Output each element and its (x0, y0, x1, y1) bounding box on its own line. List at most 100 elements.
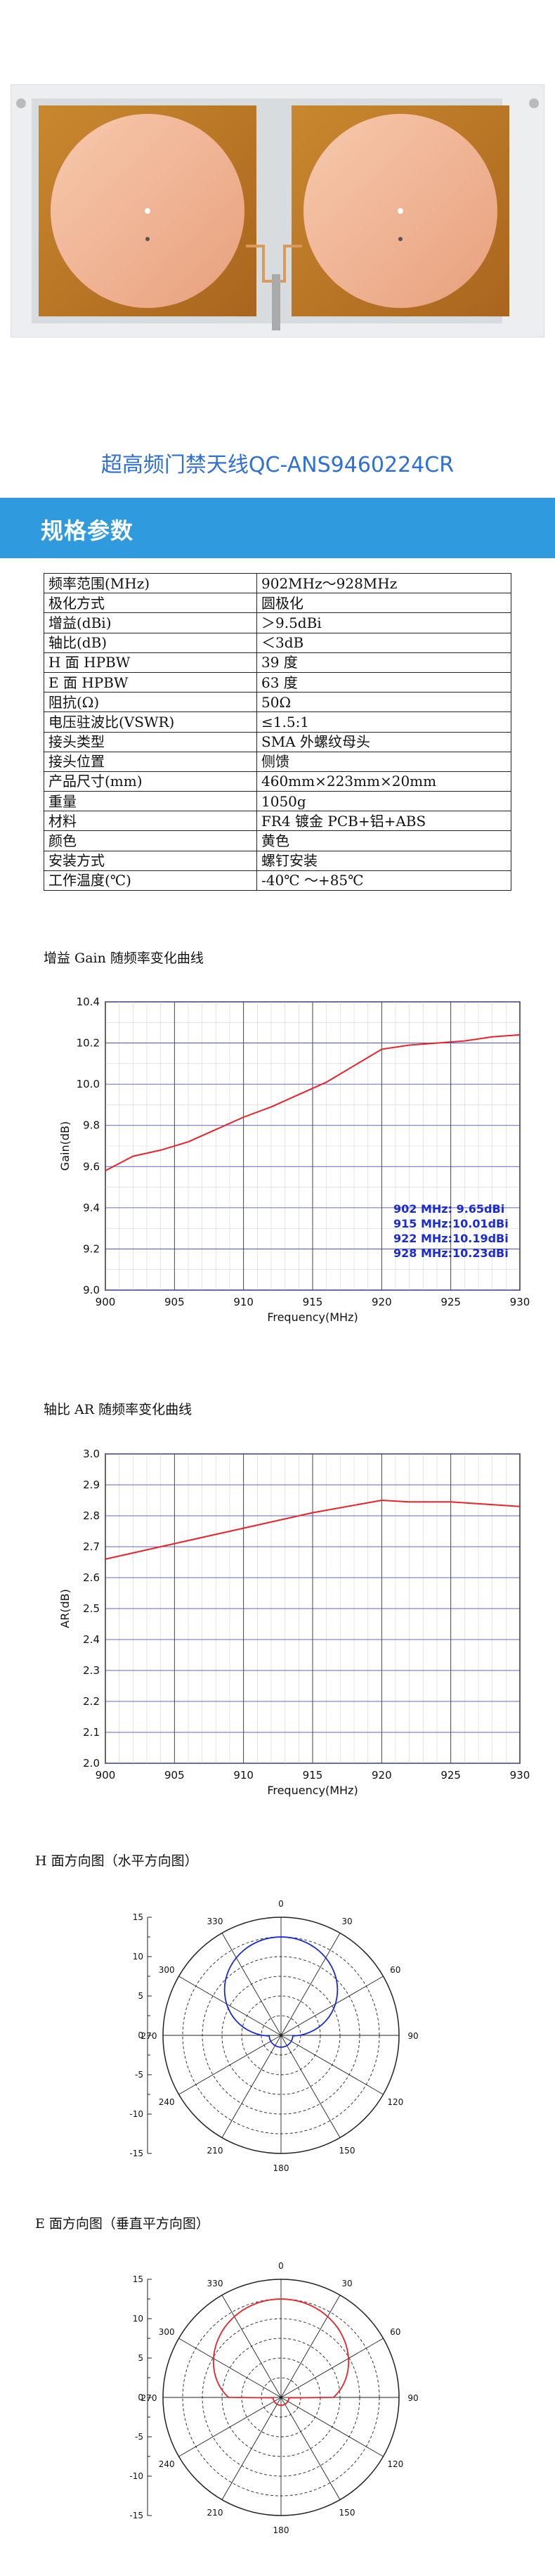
polar-spoke (178, 2338, 282, 2398)
spec-key: 工作温度(℃) (44, 870, 257, 891)
x-tick-label: 930 (510, 1296, 530, 1308)
angle-label: 300 (159, 2327, 175, 2337)
polar-spoke (280, 2035, 341, 2138)
gain-annotation: 928 MHz:10.23dBi (393, 1247, 509, 1260)
x-tick-label: 925 (440, 1769, 461, 1782)
y-tick-label: 2.0 (83, 1757, 100, 1770)
x-tick-label: 920 (372, 1769, 392, 1782)
polar-spoke (221, 1933, 282, 2036)
spec-row: 接头类型 SMA 外螺纹母头 (44, 731, 511, 752)
product-title: 超高频门禁天线QC-ANS9460224CR (100, 453, 455, 477)
angle-label: 240 (159, 2459, 175, 2469)
spec-value: 圆极化 (256, 593, 511, 614)
spec-key: 阻抗(Ω) (44, 692, 257, 713)
spec-value: 902MHz～928MHz (256, 572, 511, 594)
y-tick-label: 10.2 (77, 1037, 100, 1050)
ar-section-title: 轴比 AR 随频率变化曲线 (44, 1402, 192, 1417)
radial-tick-label: -15 (129, 2149, 143, 2158)
y-tick-label: 2.4 (83, 1633, 100, 1646)
h-plane-section-title: H 面方向图（水平方向图） (35, 1853, 198, 1869)
spec-table: 频率范围(MHz) 902MHz～928MHz 极化方式 圆极化 增益(dBi) ＞9.5… (44, 572, 511, 891)
y-tick-label: 2.7 (83, 1540, 100, 1553)
x-tick-label: 900 (96, 1769, 116, 1782)
radial-tick-label: 10 (133, 1952, 143, 1962)
y-tick-label: 9.4 (83, 1202, 100, 1214)
y-tick-label: 2.2 (83, 1695, 100, 1708)
gain-annotation: 922 MHz:10.19dBi (393, 1232, 509, 1245)
spec-key: 接头位置 (44, 751, 257, 772)
x-tick-label: 915 (303, 1296, 323, 1308)
spec-row: 重量 1050g (44, 791, 511, 812)
radial-tick-label: -5 (135, 2432, 143, 2442)
y-tick-label: 2.1 (83, 1726, 100, 1739)
angle-label: 120 (387, 2097, 403, 2107)
spec-value: FR4 镀金 PCB+铝+ABS (256, 811, 511, 832)
e-plane-section-title: E 面方向图（垂直平方向图） (35, 2216, 209, 2232)
y-tick-label: 2.9 (83, 1479, 100, 1491)
spec-row: 产品尺寸(mm) 460mm×223mm×20mm (44, 771, 511, 792)
y-tick-label: 2.8 (83, 1509, 100, 1522)
polar-spoke (280, 2397, 384, 2457)
angle-label: 120 (387, 2459, 403, 2469)
polar-spoke (178, 2397, 282, 2457)
spec-row: 增益(dBi) ＞9.5dBi (44, 612, 511, 633)
spec-value: 侧馈 (256, 751, 511, 772)
radial-tick-label: -10 (129, 2471, 143, 2481)
radial-tick-label: -10 (129, 2109, 143, 2119)
spec-key: 轴比(dB) (44, 632, 257, 653)
y-axis-label: AR(dB) (58, 1589, 72, 1628)
pattern-curve (223, 1936, 339, 2048)
spec-key: 产品尺寸(mm) (44, 771, 257, 792)
angle-label: 300 (159, 1965, 175, 1975)
angle-label: 270 (141, 2393, 157, 2403)
spec-value: ≤1.5:1 (256, 711, 511, 733)
x-tick-label: 925 (440, 1296, 461, 1308)
spec-row: E 面 HPBW 63 度 (44, 671, 511, 693)
x-tick-label: 910 (233, 1769, 254, 1782)
gain-section-title: 增益 Gain 随频率变化曲线 (44, 951, 204, 966)
spec-row: 频率范围(MHz) 902MHz～928MHz (44, 572, 511, 594)
polar-spoke (178, 2035, 282, 2095)
spec-key: H 面 HPBW (44, 652, 257, 673)
spec-key: 安装方式 (44, 850, 257, 871)
radial-tick-label: 15 (133, 2274, 143, 2284)
h-plane-polar-chart: 0 30 60 90 120 150 180 210 240 270 300 330 15 10 5 0 -5 -… (129, 1899, 418, 2173)
ar-chart: 900 905 910 915 920 925 930 2.0 2.1 2.2 2.3 2.4 2.5 2… (58, 1448, 530, 1797)
spec-value: 39 度 (256, 652, 511, 673)
y-tick-label: 9.0 (83, 1284, 100, 1296)
angle-label: 210 (207, 2146, 223, 2156)
polar-spoke (221, 2295, 282, 2398)
spec-value: 螺钉安装 (256, 850, 511, 871)
y-tick-label: 2.3 (83, 1664, 100, 1677)
series-line (105, 1033, 521, 1171)
polar-spoke (280, 1976, 384, 2036)
spec-value: SMA 外螺纹母头 (256, 731, 511, 752)
angle-label: 180 (273, 2525, 289, 2535)
spec-key: 材料 (44, 811, 257, 832)
polar-spoke (280, 2338, 384, 2398)
spec-key: 重量 (44, 791, 257, 812)
x-tick-label: 905 (164, 1769, 185, 1782)
radial-tick-label: 5 (138, 1991, 143, 2001)
spec-value: 460mm×223mm×20mm (256, 771, 511, 792)
x-tick-label: 920 (372, 1296, 392, 1308)
angle-label: 180 (273, 2163, 289, 2173)
spec-row: 工作温度(℃) -40℃ ～+85℃ (44, 870, 511, 891)
spec-value: -40℃ ～+85℃ (256, 870, 511, 891)
angle-label: 240 (159, 2097, 175, 2107)
spec-key: 频率范围(MHz) (44, 572, 257, 594)
spec-key: 极化方式 (44, 593, 257, 614)
y-tick-label: 10.4 (77, 996, 100, 1008)
angle-label: 90 (407, 2031, 418, 2041)
angle-label: 60 (390, 1965, 400, 1975)
pattern-curve (212, 2298, 350, 2407)
angle-label: 150 (339, 2508, 355, 2518)
radial-tick-label: 5 (138, 2353, 143, 2363)
polar-spoke (280, 2035, 384, 2095)
x-tick-label: 930 (510, 1769, 530, 1782)
spec-row: 电压驻波比(VSWR) ≤1.5:1 (44, 711, 511, 733)
angle-label: 30 (341, 1917, 352, 1926)
y-tick-label: 9.6 (83, 1160, 100, 1173)
x-tick-label: 910 (233, 1296, 254, 1308)
radial-tick-label: 15 (133, 1912, 143, 1922)
